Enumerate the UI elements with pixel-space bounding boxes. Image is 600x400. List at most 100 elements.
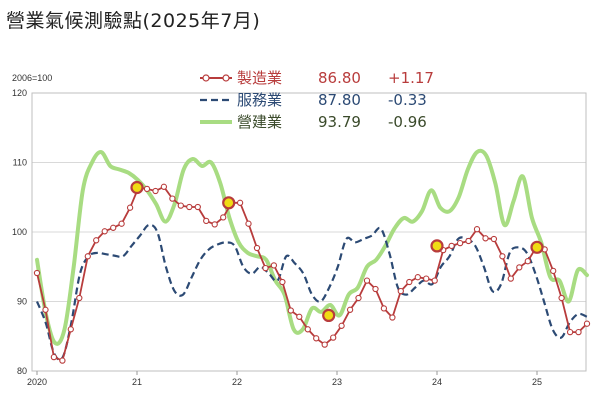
data-point-manufacturing xyxy=(550,267,557,275)
y-axis-ticks: 80 90 100 110 120 xyxy=(12,88,27,376)
data-point-manufacturing xyxy=(363,277,371,284)
plot-frame xyxy=(31,92,587,372)
data-point-manufacturing xyxy=(33,269,41,277)
data-point-manufacturing xyxy=(287,307,294,314)
data-point-manufacturing xyxy=(507,275,514,282)
data-point-manufacturing xyxy=(101,228,108,235)
unit-label: 2006=100 xyxy=(12,73,52,83)
data-point-manufacturing xyxy=(93,237,100,244)
data-point-manufacturing xyxy=(84,253,91,260)
legend-value-construction: 93.79 xyxy=(318,113,361,131)
data-point-manufacturing xyxy=(50,353,58,361)
highlight-point xyxy=(222,196,236,210)
data-point-manufacturing xyxy=(143,185,151,193)
data-point-manufacturing xyxy=(220,214,227,221)
data-point-manufacturing xyxy=(42,306,49,313)
legend-value-manufacturing: 86.80 xyxy=(318,69,361,87)
data-point-manufacturing xyxy=(482,235,489,242)
data-point-manufacturing xyxy=(245,220,252,227)
data-point-manufacturing xyxy=(270,262,278,269)
y-tick-label: 110 xyxy=(13,158,27,168)
data-point-manufacturing xyxy=(575,328,582,336)
legend-change-services: -0.33 xyxy=(388,91,427,109)
data-point-manufacturing xyxy=(423,275,430,282)
data-point-manufacturing xyxy=(490,235,498,243)
legend-label-services: 服務業 xyxy=(237,91,282,109)
x-tick-label: 24 xyxy=(432,377,442,387)
data-point-manufacturing xyxy=(516,264,523,271)
data-point-manufacturing xyxy=(456,239,464,247)
data-point-manufacturing xyxy=(152,187,159,195)
legend-item-services: 服務業 87.80 -0.33 xyxy=(200,91,427,109)
legend-marker-manufacturing xyxy=(222,74,230,82)
x-tick-label: 23 xyxy=(332,377,342,387)
legend-change-manufacturing: +1.17 xyxy=(388,69,434,87)
y-tick-label: 80 xyxy=(17,366,27,376)
legend-value-services: 87.80 xyxy=(318,91,361,109)
y-tick-label: 100 xyxy=(12,227,27,237)
highlight-point xyxy=(130,180,144,195)
data-point-manufacturing xyxy=(414,274,421,281)
data-point-manufacturing xyxy=(211,221,218,228)
data-point-manufacturing xyxy=(448,242,455,250)
x-tick-label: 2020 xyxy=(27,377,47,387)
highlight-point xyxy=(530,240,544,254)
data-point-manufacturing xyxy=(110,224,117,231)
data-point-manufacturing xyxy=(473,226,481,233)
data-point-manufacturing xyxy=(296,313,303,320)
series-lines xyxy=(33,148,591,364)
x-axis-ticks: 2020 21 22 23 24 25 xyxy=(27,371,542,387)
data-point-manufacturing xyxy=(338,322,345,329)
legend-item-construction: 營建業 93.79 -0.96 xyxy=(200,113,427,131)
x-tick-label: 21 xyxy=(132,377,142,387)
data-point-manufacturing xyxy=(389,314,396,321)
data-point-manufacturing xyxy=(126,204,134,211)
data-point-manufacturing xyxy=(177,202,184,209)
data-point-manufacturing xyxy=(279,278,286,286)
legend-label-manufacturing: 製造業 xyxy=(237,69,282,87)
data-point-manufacturing xyxy=(558,294,565,302)
data-point-manufacturing xyxy=(465,237,472,245)
legend-item-manufacturing: 製造業 86.80 +1.17 xyxy=(200,69,434,87)
data-point-manufacturing xyxy=(397,287,404,295)
data-point-manufacturing xyxy=(346,306,354,313)
data-point-manufacturing xyxy=(566,328,574,336)
grid xyxy=(31,92,587,372)
chart-title: 營業氣候測驗點(2025年7月) xyxy=(6,10,261,32)
data-point-manufacturing xyxy=(76,294,83,302)
x-tick-label: 25 xyxy=(532,377,542,387)
legend: 製造業 86.80 +1.17 服務業 87.80 -0.33 營建業 93.7… xyxy=(200,69,434,131)
data-point-manufacturing xyxy=(203,217,210,225)
series-line-construction xyxy=(35,148,589,346)
data-point-manufacturing xyxy=(67,326,74,333)
data-point-manufacturing xyxy=(194,203,201,211)
data-point-manufacturing xyxy=(330,334,337,341)
data-point-manufacturing xyxy=(262,264,269,272)
data-point-manufacturing xyxy=(160,183,168,190)
data-point-manufacturing xyxy=(59,357,66,364)
data-point-manufacturing xyxy=(186,203,193,211)
y-tick-label: 90 xyxy=(17,297,27,307)
data-point-manufacturing xyxy=(118,220,125,227)
highlight-markers xyxy=(130,180,544,322)
legend-marker-manufacturing xyxy=(202,74,210,82)
y-tick-label: 120 xyxy=(12,88,27,98)
data-point-manufacturing xyxy=(313,335,320,342)
data-point-manufacturing xyxy=(236,199,244,206)
data-point-manufacturing xyxy=(524,258,531,265)
x-tick-label: 22 xyxy=(232,377,242,387)
data-point-manufacturing xyxy=(253,244,261,252)
data-point-manufacturing xyxy=(372,285,379,293)
data-point-manufacturing xyxy=(169,195,176,202)
highlight-point xyxy=(322,308,336,322)
highlight-point xyxy=(430,239,444,253)
data-point-manufacturing xyxy=(304,326,311,333)
legend-change-construction: -0.96 xyxy=(388,113,427,131)
data-point-manufacturing xyxy=(499,253,506,260)
data-point-manufacturing xyxy=(321,341,328,348)
data-point-manufacturing xyxy=(406,278,413,286)
legend-label-construction: 營建業 xyxy=(237,113,282,131)
data-point-manufacturing xyxy=(583,320,591,327)
data-point-manufacturing xyxy=(355,294,362,302)
